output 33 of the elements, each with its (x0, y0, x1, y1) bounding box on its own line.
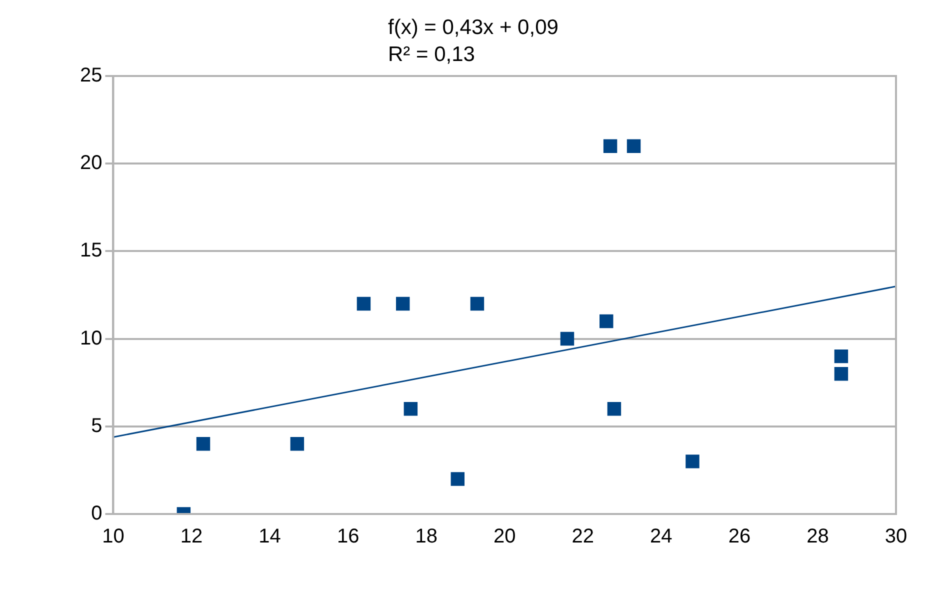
x-tick-label: 30 (884, 526, 908, 548)
point (470, 296, 484, 311)
x-tick-label: 26 (728, 526, 751, 548)
point (603, 139, 618, 153)
text: R² = 0,13 (388, 42, 476, 68)
point (396, 296, 410, 311)
y-tick-label: 0 (91, 502, 102, 525)
point (196, 437, 210, 451)
x-tick-label: 12 (180, 526, 203, 548)
y-tick-label: 5 (91, 414, 102, 437)
x-tick-label: 28 (806, 526, 829, 548)
point (450, 472, 465, 486)
point (607, 402, 622, 416)
point (560, 332, 574, 346)
point (686, 454, 700, 468)
point (290, 437, 304, 451)
text: f(x) = 0,43x + 0,09 (388, 15, 558, 41)
x-tick-label: 14 (258, 526, 281, 548)
y-tick-label: 15 (80, 240, 102, 262)
x-tick-label: 24 (650, 526, 672, 548)
x-tick-label: 22 (572, 526, 594, 548)
y-tick-label: 20 (80, 152, 102, 174)
y-tick-label: 25 (80, 64, 102, 87)
point (600, 314, 614, 328)
point (834, 349, 848, 364)
point (834, 366, 848, 381)
point (356, 296, 371, 311)
point (404, 402, 418, 416)
y-tick-label: 10 (80, 327, 102, 350)
point (626, 139, 641, 153)
x-tick-label: 16 (336, 526, 360, 548)
x-tick-label: 20 (494, 526, 516, 548)
x-tick-label: 18 (415, 526, 438, 548)
